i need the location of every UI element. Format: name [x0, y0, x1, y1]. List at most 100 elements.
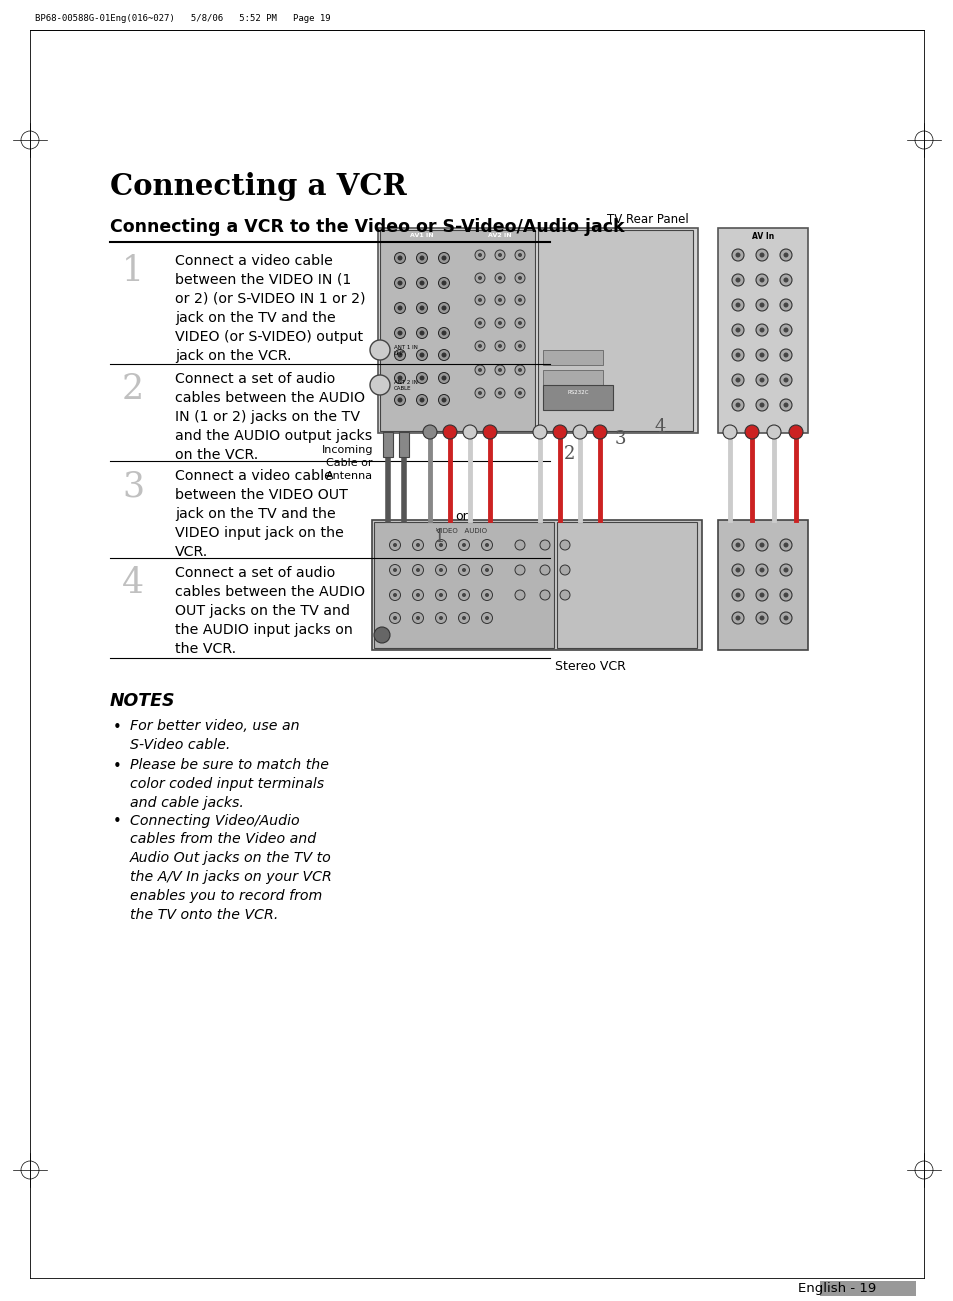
Circle shape — [515, 540, 524, 550]
Circle shape — [462, 425, 476, 438]
Circle shape — [755, 565, 767, 576]
Circle shape — [416, 593, 419, 597]
Circle shape — [731, 373, 743, 386]
Circle shape — [395, 372, 405, 384]
Circle shape — [441, 353, 446, 358]
Circle shape — [438, 543, 442, 546]
Circle shape — [475, 295, 484, 304]
Circle shape — [419, 330, 424, 336]
Circle shape — [458, 540, 469, 550]
Circle shape — [735, 402, 740, 407]
Circle shape — [441, 255, 446, 260]
Circle shape — [477, 298, 481, 302]
Circle shape — [412, 613, 423, 623]
Circle shape — [497, 321, 501, 325]
Circle shape — [438, 394, 449, 406]
Circle shape — [780, 399, 791, 411]
Circle shape — [484, 593, 489, 597]
Text: Stereo VCR: Stereo VCR — [554, 660, 625, 673]
Circle shape — [735, 377, 740, 382]
Circle shape — [515, 589, 524, 600]
Circle shape — [517, 298, 521, 302]
Circle shape — [744, 425, 759, 438]
Circle shape — [497, 343, 501, 347]
Bar — [542, 369, 602, 385]
Circle shape — [442, 425, 456, 438]
Circle shape — [416, 303, 427, 314]
Circle shape — [755, 248, 767, 262]
Circle shape — [495, 273, 504, 284]
Circle shape — [397, 398, 402, 402]
Circle shape — [731, 248, 743, 262]
Text: Connecting Video/Audio
cables from the Video and
Audio Out jacks on the TV to
th: Connecting Video/Audio cables from the V… — [130, 813, 332, 922]
Circle shape — [475, 273, 484, 284]
Circle shape — [539, 589, 550, 600]
Circle shape — [517, 368, 521, 372]
Circle shape — [484, 569, 489, 572]
Circle shape — [397, 353, 402, 358]
Text: Connect a set of audio
cables between the AUDIO
IN (1 or 2) jacks on the TV
and : Connect a set of audio cables between th… — [174, 372, 372, 462]
Circle shape — [731, 299, 743, 311]
Circle shape — [419, 306, 424, 311]
Circle shape — [370, 340, 390, 360]
Text: ANT 2 IN
CABLE: ANT 2 IN CABLE — [394, 380, 417, 390]
Circle shape — [782, 592, 788, 597]
Circle shape — [759, 277, 763, 282]
Circle shape — [780, 324, 791, 336]
Circle shape — [484, 615, 489, 621]
Circle shape — [780, 299, 791, 311]
Circle shape — [477, 321, 481, 325]
Circle shape — [731, 399, 743, 411]
Circle shape — [416, 328, 427, 338]
Bar — [718, 228, 807, 433]
Circle shape — [759, 592, 763, 597]
Circle shape — [495, 295, 504, 304]
Text: •: • — [112, 814, 122, 830]
Circle shape — [481, 540, 492, 550]
Circle shape — [495, 250, 504, 260]
Circle shape — [461, 543, 465, 546]
Text: VIDEO   AUDIO: VIDEO AUDIO — [436, 528, 487, 533]
Circle shape — [517, 343, 521, 347]
Circle shape — [735, 252, 740, 258]
Bar — [382, 432, 393, 457]
Circle shape — [416, 252, 427, 264]
Circle shape — [495, 341, 504, 351]
Circle shape — [461, 593, 465, 597]
Text: AV1 IN: AV1 IN — [410, 233, 434, 238]
Circle shape — [731, 589, 743, 601]
Circle shape — [517, 392, 521, 396]
Circle shape — [397, 255, 402, 260]
Circle shape — [441, 376, 446, 380]
Circle shape — [389, 565, 400, 575]
Circle shape — [475, 366, 484, 375]
Circle shape — [438, 252, 449, 264]
Circle shape — [419, 376, 424, 380]
Circle shape — [419, 353, 424, 358]
Circle shape — [419, 255, 424, 260]
Circle shape — [782, 615, 788, 621]
Circle shape — [435, 565, 446, 575]
Circle shape — [755, 299, 767, 311]
Circle shape — [395, 328, 405, 338]
Circle shape — [731, 349, 743, 360]
Circle shape — [370, 375, 390, 396]
Circle shape — [515, 250, 524, 260]
Circle shape — [395, 394, 405, 406]
Bar — [820, 1281, 915, 1296]
Circle shape — [782, 328, 788, 333]
Circle shape — [393, 543, 396, 546]
Text: 3: 3 — [122, 468, 144, 503]
Circle shape — [416, 372, 427, 384]
Circle shape — [395, 252, 405, 264]
Circle shape — [475, 388, 484, 398]
Circle shape — [481, 565, 492, 575]
Circle shape — [416, 543, 419, 546]
Circle shape — [735, 277, 740, 282]
Circle shape — [780, 373, 791, 386]
Circle shape — [731, 275, 743, 286]
Circle shape — [438, 569, 442, 572]
Circle shape — [482, 425, 497, 438]
Circle shape — [416, 394, 427, 406]
Text: •: • — [112, 758, 122, 774]
